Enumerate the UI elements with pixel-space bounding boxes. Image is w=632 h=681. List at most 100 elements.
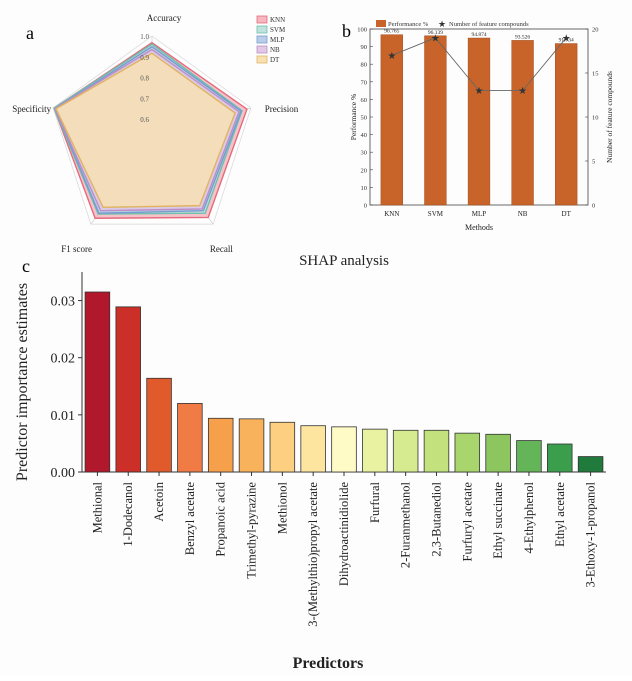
bar-data-label: 96.765 — [384, 29, 399, 35]
shap-bar — [547, 443, 573, 473]
legend-label: Number of feature compounds — [449, 21, 529, 28]
feature-count-star-marker: ★ — [518, 86, 527, 97]
x-tick-label: SVM — [428, 210, 444, 218]
radar-tick-label: 1.0 — [140, 33, 149, 41]
x-tick-label: 3-Ethoxy-1-propanol — [584, 481, 598, 587]
y2-tick-label: 5 — [592, 159, 595, 166]
shap-bar — [454, 432, 481, 473]
shap-bar — [177, 403, 203, 473]
x-tick-label: Furfural — [368, 481, 382, 522]
x-tick-label: Methionol — [275, 481, 289, 534]
legend-label: SVM — [270, 26, 286, 34]
bar-mlp — [467, 37, 491, 206]
y2-tick-label: 15 — [592, 71, 599, 78]
y-tick-label: 20 — [361, 167, 368, 174]
feature-count-line — [391, 37, 567, 92]
x-tick-label: Benzyl acetate — [183, 482, 197, 556]
shap-bar — [577, 456, 604, 473]
bar-data-label: 96.139 — [428, 30, 443, 36]
performance-chart: 0 10 20 30 40 50 60 70 80 90 100 0 5 10 15 20 96.765 KNN 9… — [349, 19, 614, 232]
shap-bar — [485, 433, 511, 473]
y-tick-label: 70 — [361, 79, 368, 86]
x-tick-label: NB — [518, 210, 528, 218]
radar-tick-label: 0.7 — [140, 95, 149, 103]
bar-data-label: 91.734 — [559, 38, 574, 44]
shap-bar — [238, 418, 265, 473]
panel-label-a: a — [26, 23, 34, 43]
legend-label: Performance % — [388, 21, 429, 28]
radar-series-dt — [55, 52, 236, 209]
x-tick-label: KNN — [384, 210, 399, 218]
feature-count-star-marker: ★ — [431, 33, 440, 44]
bar-data-label: 93.526 — [515, 34, 530, 40]
feature-count-star-marker: ★ — [475, 86, 484, 97]
radar-axis-label: F1 score — [61, 244, 92, 254]
x-tick-label: Methional — [90, 481, 104, 533]
y2-tick-label: 10 — [592, 115, 599, 122]
y2-tick-label: 20 — [592, 27, 599, 34]
shap-bar — [84, 291, 111, 473]
radar-tick-label: 0.9 — [140, 54, 149, 62]
x-tick-label: Furfuryl acetate — [460, 482, 474, 562]
legend-label: MLP — [270, 36, 285, 44]
x-tick-label: 3-(Methylthio)propyl acetate — [306, 482, 320, 627]
y-tick-label: 0.03 — [51, 295, 76, 310]
x-axis-label: Predictors — [293, 655, 364, 672]
y-tick-label: 0.00 — [51, 466, 76, 481]
x-tick-label: MLP — [472, 210, 487, 218]
legend-star-icon: ★ — [438, 19, 446, 29]
y-tick-label: 90 — [361, 44, 368, 51]
shap-bar — [392, 429, 419, 473]
x-axis-label: Methods — [465, 223, 493, 232]
legend-swatch-nb — [256, 45, 268, 54]
y-tick-label: 80 — [361, 62, 368, 69]
y-axis-label: Performance % — [349, 94, 358, 140]
radar-axis-label: Recall — [210, 244, 233, 254]
y-tick-label: 0 — [364, 203, 367, 210]
legend-label: DT — [270, 56, 280, 64]
x-tick-label: 4-Ethylphenol — [522, 481, 536, 553]
radar-axis-label: Accuracy — [147, 13, 182, 23]
shap-bar — [423, 429, 450, 473]
bar-knn — [380, 34, 403, 206]
y-tick-label: 100 — [357, 27, 367, 34]
y2-tick-label: 0 — [592, 203, 595, 210]
x-tick-label: 2-Furanmethanol — [399, 481, 413, 568]
x-tick-label: Ethyl succinate — [491, 482, 505, 559]
x-tick-label: Trimethyl-pyrazine — [245, 482, 259, 579]
bar-data-label: 94.874 — [471, 32, 486, 38]
radar-tick-label: 0.8 — [140, 75, 149, 83]
legend-swatch-knn — [256, 15, 268, 24]
legend-swatch-svm — [256, 25, 268, 34]
shap-bar — [115, 306, 141, 473]
shap-bar — [269, 421, 296, 473]
x-tick-label: Ethyl acetate — [553, 482, 567, 547]
x-tick-label: DT — [562, 210, 572, 218]
y-tick-label: 0.02 — [51, 352, 76, 367]
bar-svm — [424, 35, 447, 206]
shap-bar — [300, 425, 326, 473]
shap-chart: SHAP analysis 0.00 0.01 0.02 0.03 Methional 1-… — [14, 253, 606, 672]
legend-swatch-dt — [256, 55, 268, 64]
bar-nb — [511, 40, 534, 206]
y-tick-label: 10 — [361, 185, 368, 192]
legend-label: KNN — [270, 16, 285, 24]
legend-label: NB — [270, 46, 280, 54]
radar-axis-label: Specificity — [12, 104, 51, 114]
shap-bar — [331, 426, 357, 473]
shap-bar — [146, 377, 172, 473]
x-tick-label: 2,3-Butanediol — [429, 481, 443, 556]
panel-label-c: c — [22, 256, 30, 276]
x-tick-label: Propanoic acid — [214, 481, 228, 556]
legend-swatch-performance — [376, 20, 386, 27]
radar-tick-label: 0.6 — [140, 116, 149, 124]
y-tick-label: 40 — [361, 132, 368, 139]
x-tick-label: Acetoin — [152, 481, 166, 521]
y-tick-label: 50 — [361, 115, 368, 122]
radar-chart: 1.0 0.9 0.8 0.7 0.6 Accuracy Precision Recall F1… — [12, 13, 299, 254]
feature-count-star-marker: ★ — [387, 51, 396, 62]
x-tick-label: 1-Dodecanol — [121, 481, 135, 546]
feature-count-star-marker: ★ — [562, 33, 571, 44]
